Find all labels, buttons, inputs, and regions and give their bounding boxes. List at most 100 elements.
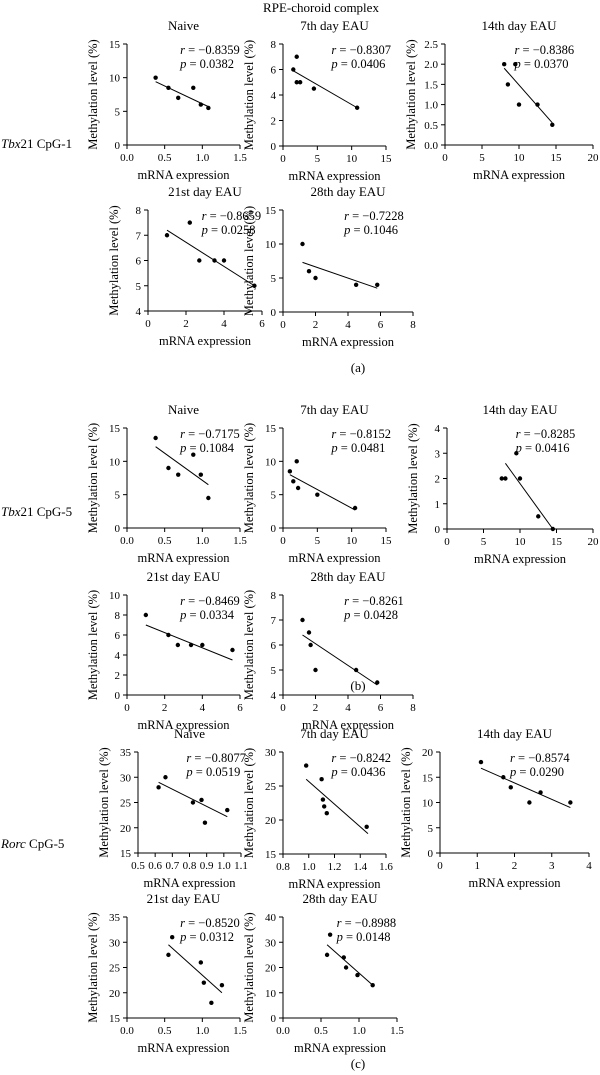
data-point bbox=[163, 775, 168, 780]
p-value-label: p = 0.1046 bbox=[343, 223, 398, 237]
x-axis-label: mRNA expression bbox=[474, 552, 567, 566]
y-tick-label: 0 bbox=[115, 523, 121, 535]
data-point bbox=[327, 932, 333, 937]
r-value-label: r = −0.8152 bbox=[331, 427, 391, 441]
data-point bbox=[166, 952, 171, 958]
x-axis-label: mRNA expression bbox=[143, 876, 236, 890]
data-point bbox=[355, 972, 360, 978]
data-point bbox=[221, 258, 227, 263]
x-tick-label: 0.6 bbox=[148, 860, 162, 872]
data-point bbox=[198, 960, 204, 965]
y-tick-label: 8 bbox=[271, 39, 277, 51]
r-value-label: r = −0.8285 bbox=[516, 427, 576, 441]
p-value-label: p = 0.0312 bbox=[179, 930, 234, 944]
data-point bbox=[320, 797, 326, 802]
data-point bbox=[200, 642, 205, 648]
chart-6: 0.0 0.5 1.0 1.5 0 5 10 15 mRNA expression Methyla… bbox=[86, 402, 247, 565]
y-tick-label: 10 bbox=[265, 988, 277, 1000]
x-axis-label: mRNA expression bbox=[137, 718, 230, 732]
data-point bbox=[166, 85, 171, 90]
y-tick-label: 35 bbox=[109, 912, 121, 924]
x-tick-label: 20 bbox=[588, 152, 600, 164]
chart-title: 21st day EAU bbox=[168, 184, 242, 199]
row-label: Tbx21 CpG-1 bbox=[1, 136, 72, 151]
fit-line bbox=[480, 767, 571, 809]
y-axis-label: Methylation level (%) bbox=[97, 747, 111, 857]
data-point bbox=[527, 800, 532, 805]
data-point bbox=[201, 980, 207, 985]
fit-line bbox=[158, 781, 228, 818]
y-tick-label: 0 bbox=[115, 140, 121, 152]
data-point bbox=[197, 258, 202, 263]
data-point bbox=[198, 472, 204, 477]
p-value-label: p = 0.0416 bbox=[515, 441, 570, 455]
fit-line bbox=[302, 634, 378, 686]
y-tick-label: 8 bbox=[115, 610, 121, 622]
data-point bbox=[294, 80, 299, 85]
x-axis-label: mRNA expression bbox=[302, 335, 395, 349]
y-tick-label: 30 bbox=[265, 747, 277, 759]
y-tick-label: 1 bbox=[435, 499, 441, 511]
y-tick-label: 8 bbox=[136, 205, 142, 217]
data-point bbox=[225, 807, 230, 813]
r-value-label: r = −0.8261 bbox=[344, 594, 404, 608]
y-tick-label: 20 bbox=[422, 747, 434, 759]
x-tick-label: 1.5 bbox=[233, 535, 247, 547]
data-point bbox=[176, 472, 181, 477]
data-point bbox=[191, 85, 196, 90]
x-tick-label: 2 bbox=[313, 319, 319, 331]
y-tick-label: 40 bbox=[265, 912, 277, 924]
y-tick-label: 20 bbox=[265, 963, 277, 975]
r-value-label: r = −0.8307 bbox=[331, 43, 391, 57]
x-tick-label: 15 bbox=[381, 153, 393, 165]
data-point bbox=[353, 282, 359, 287]
y-axis-label: Methylation level (%) bbox=[242, 423, 256, 533]
y-tick-label: 2 bbox=[435, 474, 441, 486]
fit-line bbox=[166, 229, 255, 287]
panel-label: (c) bbox=[351, 1056, 365, 1071]
x-tick-label: 0 bbox=[280, 535, 286, 547]
y-tick-label: 5 bbox=[271, 490, 277, 502]
y-tick-label: 5 bbox=[271, 273, 277, 285]
x-axis-label: mRNA expression bbox=[137, 168, 230, 182]
x-axis-label: mRNA expression bbox=[137, 551, 230, 565]
y-tick-label: 10 bbox=[422, 798, 434, 810]
data-point bbox=[300, 241, 305, 247]
data-point bbox=[143, 612, 149, 618]
data-point bbox=[535, 102, 540, 107]
data-point bbox=[536, 514, 541, 519]
x-tick-label: 1.0 bbox=[195, 535, 209, 547]
p-value-label: p = 0.0382 bbox=[179, 57, 234, 71]
chart-4: 0 2 4 6 4 5 6 7 8 mRNA expression Methylation leve… bbox=[107, 184, 265, 348]
x-tick-label: 1.5 bbox=[390, 1025, 404, 1037]
fit-line bbox=[155, 81, 209, 108]
data-point bbox=[324, 952, 330, 958]
data-point bbox=[505, 82, 511, 87]
data-point bbox=[478, 759, 484, 765]
data-point bbox=[502, 61, 507, 67]
y-tick-label: 10 bbox=[109, 456, 121, 468]
data-point bbox=[322, 804, 327, 809]
p-value-label: p = 0.0406 bbox=[330, 57, 385, 71]
y-axis-label: Methylation level (%) bbox=[406, 423, 420, 533]
y-tick-label: 8 bbox=[271, 590, 277, 602]
y-tick-label: 4 bbox=[115, 650, 121, 662]
x-tick-label: 1.1 bbox=[234, 860, 248, 872]
x-axis-label: mRNA expression bbox=[288, 877, 381, 891]
y-tick-label: 1.0 bbox=[424, 100, 438, 112]
y-tick-label: 30 bbox=[109, 937, 121, 949]
y-tick-label: 5 bbox=[115, 106, 121, 118]
fit-line bbox=[289, 474, 356, 511]
data-point bbox=[294, 459, 299, 464]
x-axis-label: mRNA expression bbox=[288, 551, 381, 565]
data-point bbox=[191, 452, 196, 457]
chart-title: 7th day EAU bbox=[300, 726, 369, 741]
chart-title: 7th day EAU bbox=[300, 402, 369, 417]
x-axis-label: mRNA expression bbox=[468, 876, 561, 890]
data-point bbox=[319, 777, 324, 782]
y-tick-label: 2 bbox=[115, 670, 121, 682]
x-axis-label: mRNA expression bbox=[302, 718, 395, 732]
fit-line bbox=[503, 67, 553, 124]
